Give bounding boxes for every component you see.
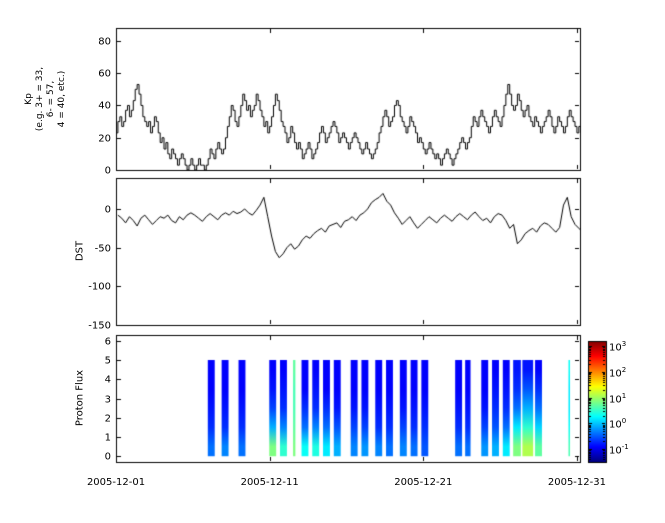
x-tick-label: 2005-12-01 [86, 477, 146, 488]
colorbar-tick-label: 101 [609, 391, 627, 406]
colorbar-tick-label: 10-1 [609, 442, 629, 457]
y-tick-label: 0 [104, 165, 111, 176]
kp-axis-label-line4: 4 = 40, etc.) [57, 70, 67, 128]
y-tick-label: 40 [98, 100, 111, 111]
y-tick-label: 6 [104, 336, 111, 347]
y-tick-label: -50 [94, 243, 111, 254]
dst-axis-label: DST [74, 240, 86, 262]
kp-axis-label: Kp (e.g. 3+ = 33, 6- = 57, 4 = 40, etc.) [24, 67, 68, 131]
proton-flux-axis-label: Proton Flux [74, 369, 86, 427]
y-tick-label: -100 [88, 281, 111, 292]
x-tick-label: 2005-12-11 [240, 477, 299, 488]
y-tick-label: 20 [98, 133, 111, 144]
y-tick-label: -150 [88, 320, 111, 331]
colorbar-tick-label: 102 [609, 365, 627, 380]
y-tick-label: 0 [104, 204, 111, 215]
kp-axis-label-line1: Kp [24, 93, 34, 105]
y-tick-label: 4 [104, 374, 111, 385]
y-tick-label: 2 [104, 413, 111, 424]
colorbar-tick-label: 103 [609, 339, 627, 354]
y-tick-label: 1 [104, 432, 111, 443]
y-tick-label: 3 [104, 394, 111, 405]
y-tick-label: 0 [104, 451, 111, 462]
colorbar-tick-label: 100 [609, 416, 627, 431]
kp-axis-label-line3: 6- = 57, [46, 80, 56, 118]
y-tick-label: 60 [98, 68, 111, 79]
x-tick-label: 2005-12-31 [547, 477, 606, 488]
y-tick-label: 80 [98, 36, 111, 47]
x-tick-label: 2005-12-21 [394, 477, 453, 488]
kp-axis-label-line2: (e.g. 3+ = 33, [35, 66, 45, 132]
y-tick-label: 5 [104, 355, 111, 366]
